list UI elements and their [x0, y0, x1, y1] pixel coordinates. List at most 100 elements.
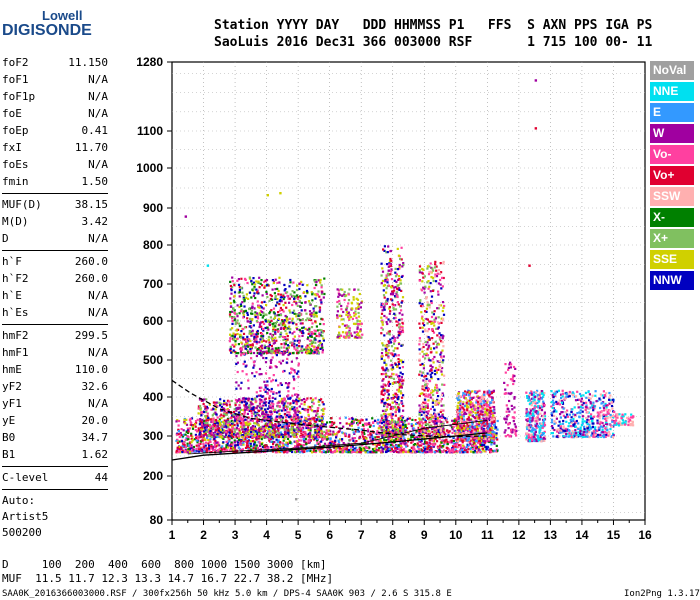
data-point — [268, 389, 271, 392]
data-point — [273, 435, 276, 438]
data-point — [283, 342, 286, 345]
param-name: foEp — [2, 124, 29, 137]
data-point — [270, 380, 273, 383]
data-point — [253, 375, 256, 378]
data-point — [369, 436, 372, 439]
data-point — [353, 437, 357, 440]
divider — [2, 193, 108, 194]
data-point — [198, 423, 201, 426]
data-point — [241, 428, 244, 431]
data-point — [264, 434, 268, 437]
data-point — [338, 299, 341, 303]
data-point — [306, 397, 309, 400]
data-point — [400, 438, 403, 441]
data-point — [285, 426, 288, 429]
data-point — [230, 287, 233, 290]
data-point — [361, 435, 364, 438]
data-point — [307, 332, 310, 335]
data-point — [233, 408, 236, 411]
data-point — [341, 431, 344, 434]
data-point — [233, 412, 236, 416]
data-point — [308, 302, 311, 305]
data-point — [310, 335, 313, 338]
data-point — [252, 366, 255, 369]
data-point — [219, 421, 222, 424]
data-point — [268, 432, 271, 435]
data-point — [244, 418, 247, 421]
data-point — [335, 425, 338, 428]
data-point — [223, 419, 226, 422]
data-point — [371, 440, 374, 443]
data-point — [309, 417, 312, 420]
data-point — [315, 439, 319, 442]
data-point — [273, 322, 276, 325]
data-point — [235, 387, 238, 390]
data-point — [314, 428, 317, 431]
data-point — [396, 375, 400, 378]
data-point — [338, 325, 341, 329]
data-point — [262, 314, 265, 317]
data-point — [309, 429, 312, 432]
data-point — [331, 451, 334, 454]
data-point — [406, 417, 409, 420]
param-value: 1.62 — [81, 448, 109, 461]
data-point — [253, 292, 256, 295]
data-point — [398, 328, 402, 331]
data-point — [238, 404, 241, 407]
data-point — [216, 424, 219, 428]
data-point — [216, 421, 219, 424]
data-point — [235, 435, 238, 438]
data-point — [270, 387, 273, 391]
data-point — [495, 448, 498, 451]
data-point — [240, 287, 243, 290]
data-point — [203, 437, 206, 440]
data-point — [231, 351, 234, 354]
data-point — [261, 400, 264, 403]
data-point — [322, 412, 325, 415]
data-point — [300, 280, 303, 283]
data-point — [226, 446, 230, 449]
data-point — [271, 347, 274, 350]
data-point — [180, 446, 183, 449]
data-point — [349, 424, 352, 427]
data-point — [283, 433, 286, 436]
data-point — [183, 445, 186, 448]
data-point — [456, 450, 459, 453]
data-point — [301, 334, 304, 337]
data-point — [378, 447, 381, 450]
data-point — [404, 425, 407, 428]
data-point — [271, 330, 275, 333]
data-point — [260, 373, 263, 376]
data-point — [239, 350, 243, 353]
data-point — [271, 427, 274, 430]
data-point — [321, 434, 324, 437]
data-point — [210, 451, 213, 454]
data-point — [180, 447, 183, 450]
data-point — [264, 279, 267, 282]
data-point — [469, 443, 472, 446]
data-point — [184, 450, 187, 453]
data-point — [402, 404, 405, 408]
data-point — [276, 298, 279, 301]
data-point — [289, 311, 292, 314]
data-point — [204, 444, 207, 447]
data-point — [251, 302, 254, 305]
data-point — [384, 302, 388, 305]
data-point — [177, 419, 181, 423]
data-point — [255, 429, 259, 432]
data-point — [238, 430, 241, 433]
param-name: foF2 — [2, 56, 29, 69]
data-point — [281, 447, 284, 450]
data-point — [254, 311, 257, 314]
data-point — [209, 440, 212, 444]
data-point — [382, 447, 385, 450]
data-point — [295, 400, 298, 403]
data-point — [238, 398, 241, 401]
data-point — [248, 397, 251, 400]
data-point — [195, 444, 198, 447]
data-point — [280, 409, 283, 412]
data-point — [281, 335, 284, 338]
data-point — [271, 405, 274, 408]
data-point — [235, 321, 238, 324]
data-point — [288, 352, 291, 355]
